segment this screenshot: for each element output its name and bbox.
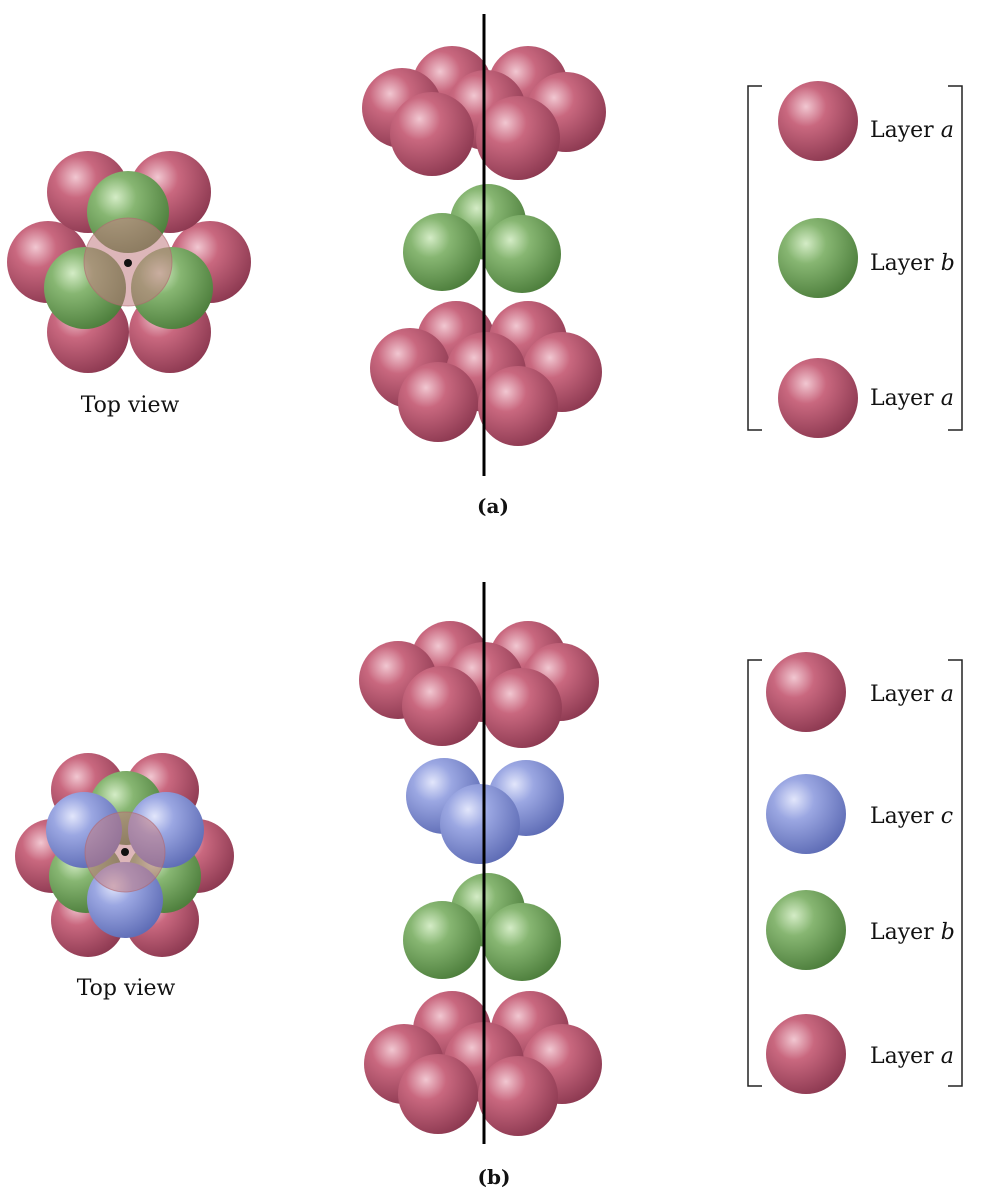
legend-a: Layer a Layer b Layer a [747,81,963,438]
center-axis-dot [121,848,129,856]
legend-bracket-left [747,85,762,431]
legend-sphere-layer-a [778,81,858,161]
center-axis-dot [124,259,132,267]
legend-label: Layer b [870,920,955,945]
legend-label: Layer c [870,804,953,829]
sphere-layer-a [398,362,478,442]
sphere-layer-b [403,213,481,291]
sphere-layer-b [483,903,561,981]
panel-label-a: (a) [477,494,509,518]
sphere-layer-a [482,668,562,748]
legend-bracket-right [948,85,963,431]
sphere-layer-a [478,1056,558,1136]
legend-bracket-left [747,659,762,1087]
sphere-layer-a [402,666,482,746]
top-view-b [15,753,234,957]
legend-b: Layer a Layer c Layer b Layer a [747,652,963,1094]
legend-label: Layer a [870,1044,954,1069]
legend-bracket-right [948,659,963,1087]
legend-sphere-layer-a [766,1014,846,1094]
top-view-caption-a: Top view [81,393,180,418]
legend-label: Layer a [870,386,954,411]
top-view-caption-b: Top view [77,976,176,1001]
side-stack-b [359,582,602,1144]
sphere-layer-c [440,784,520,864]
sphere-layer-b [483,215,561,293]
sphere-layer-a [398,1054,478,1134]
sphere-layer-a [478,366,558,446]
legend-label: Layer a [870,682,954,707]
legend-sphere-layer-b [766,890,846,970]
panel-label-b: (b) [478,1165,511,1189]
legend-sphere-layer-a [766,652,846,732]
legend-label: Layer a [870,118,954,143]
legend-label: Layer b [870,251,955,276]
legend-sphere-layer-c [766,774,846,854]
sphere-layer-b [403,901,481,979]
legend-sphere-layer-b [778,218,858,298]
panel-b: Top view [15,582,963,1189]
sphere-layer-a [390,92,474,176]
top-view-a [7,151,251,373]
legend-sphere-layer-a [778,358,858,438]
side-stack-a [362,14,606,476]
sphere-layer-a [476,96,560,180]
panel-a: Top view (a) [7,14,963,518]
